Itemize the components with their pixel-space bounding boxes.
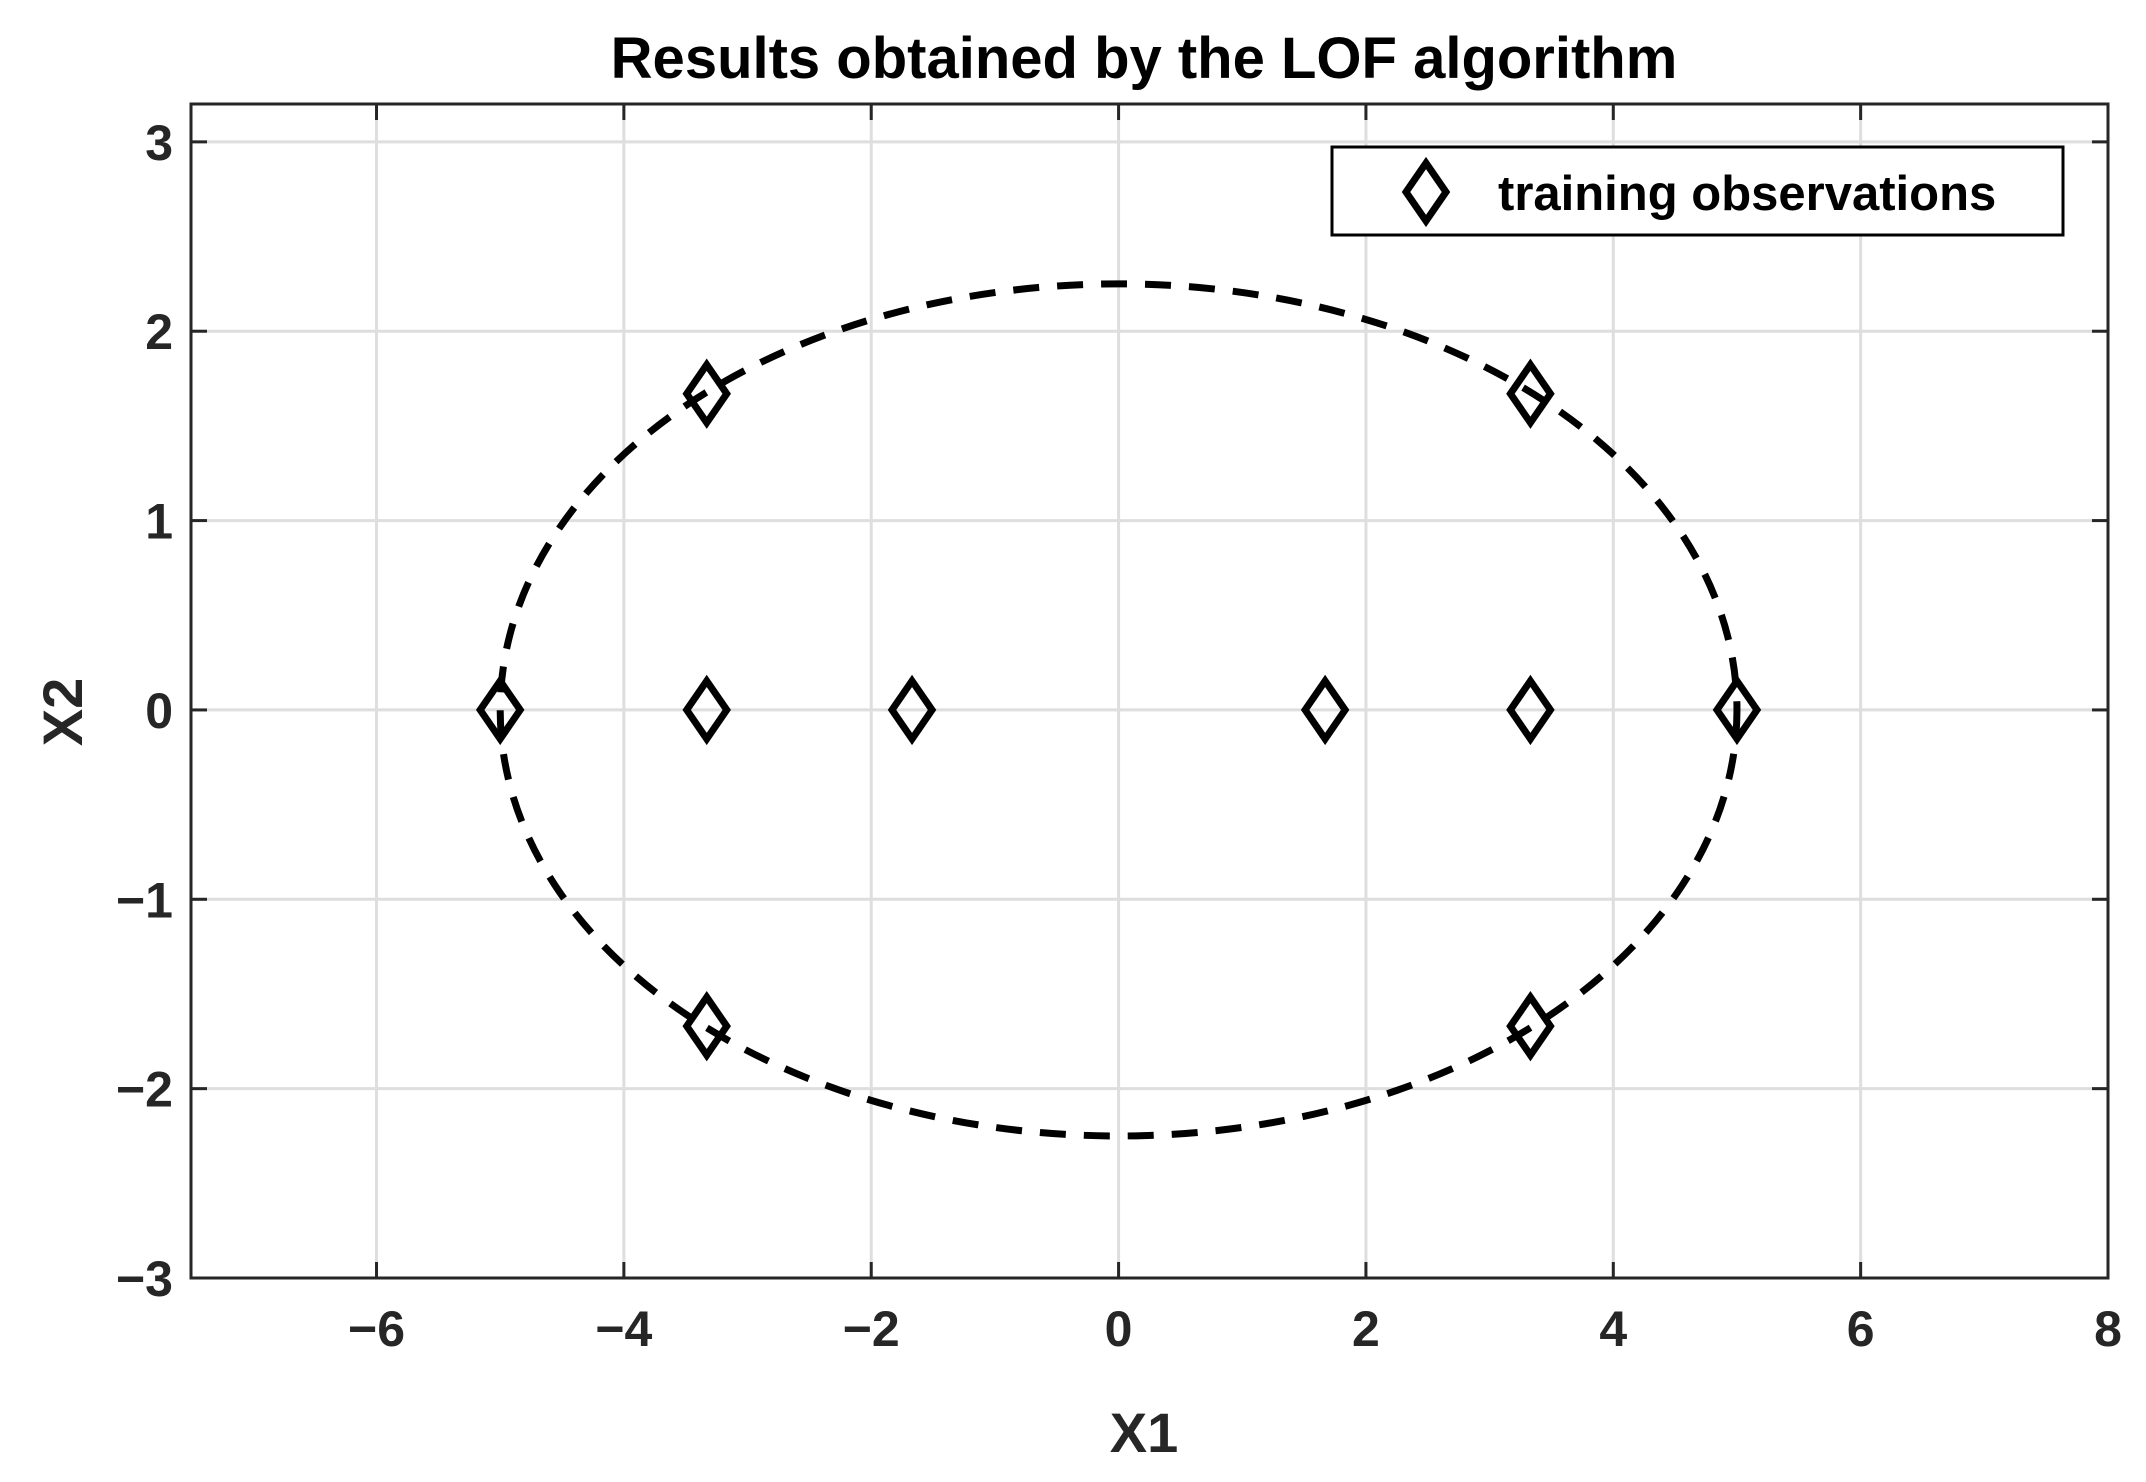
x-tick-label-5: 4 — [1599, 1301, 1627, 1357]
legend-marker-diamond — [1401, 156, 1451, 228]
marker-layer — [475, 358, 1762, 1062]
boundary-layer — [496, 280, 1741, 1140]
y-tick-label-5: 2 — [145, 304, 173, 360]
y-tick-label-0: −3 — [116, 1251, 173, 1307]
x-tick-label-6: 6 — [1847, 1301, 1875, 1357]
data-point-0-4 — [1506, 674, 1555, 746]
ticklabel-layer: −6 −4 −2 0 2 4 6 8 −3 −2 −1 0 1 2 3 — [116, 115, 2122, 1357]
x-axis-title: X1 — [1110, 1401, 1179, 1464]
y-tick-label-3: 0 — [145, 683, 173, 739]
x-tick-label-1: −4 — [595, 1301, 652, 1357]
data-point-0-8 — [682, 990, 731, 1062]
plot-area-border — [189, 102, 2110, 1280]
x-tick-label-7: 8 — [2094, 1301, 2122, 1357]
x-tick-label-2: −2 — [843, 1301, 900, 1357]
legend: training observations — [1330, 145, 2065, 237]
grid-layer — [191, 104, 2108, 1278]
legend-box — [1330, 145, 2065, 237]
x-tick-label-3: 0 — [1105, 1301, 1133, 1357]
axes-layer — [189, 102, 2110, 1280]
y-tick-label-1: −2 — [116, 1062, 173, 1118]
data-point-0-3 — [1300, 674, 1350, 746]
y-tick-label-4: 1 — [145, 494, 173, 550]
decision-boundary-ellipse — [496, 280, 1741, 1140]
data-point-0-5 — [1712, 674, 1762, 746]
data-point-0-0 — [475, 674, 525, 746]
data-point-0-2 — [887, 674, 937, 746]
data-point-0-9 — [1506, 990, 1555, 1062]
data-point-0-7 — [1506, 358, 1555, 429]
x-tick-label-4: 2 — [1352, 1301, 1380, 1357]
chart-title: Results obtained by the LOF algorithm — [611, 26, 1678, 91]
y-axis-title: X2 — [31, 678, 94, 747]
data-point-0-6 — [682, 358, 731, 429]
legend-label-training-observations: training observations — [1498, 167, 1996, 221]
x-tick-label-0: −6 — [348, 1301, 405, 1357]
y-tick-label-2: −1 — [116, 872, 173, 928]
data-point-0-1 — [682, 674, 731, 746]
y-tick-label-6: 3 — [145, 115, 173, 171]
